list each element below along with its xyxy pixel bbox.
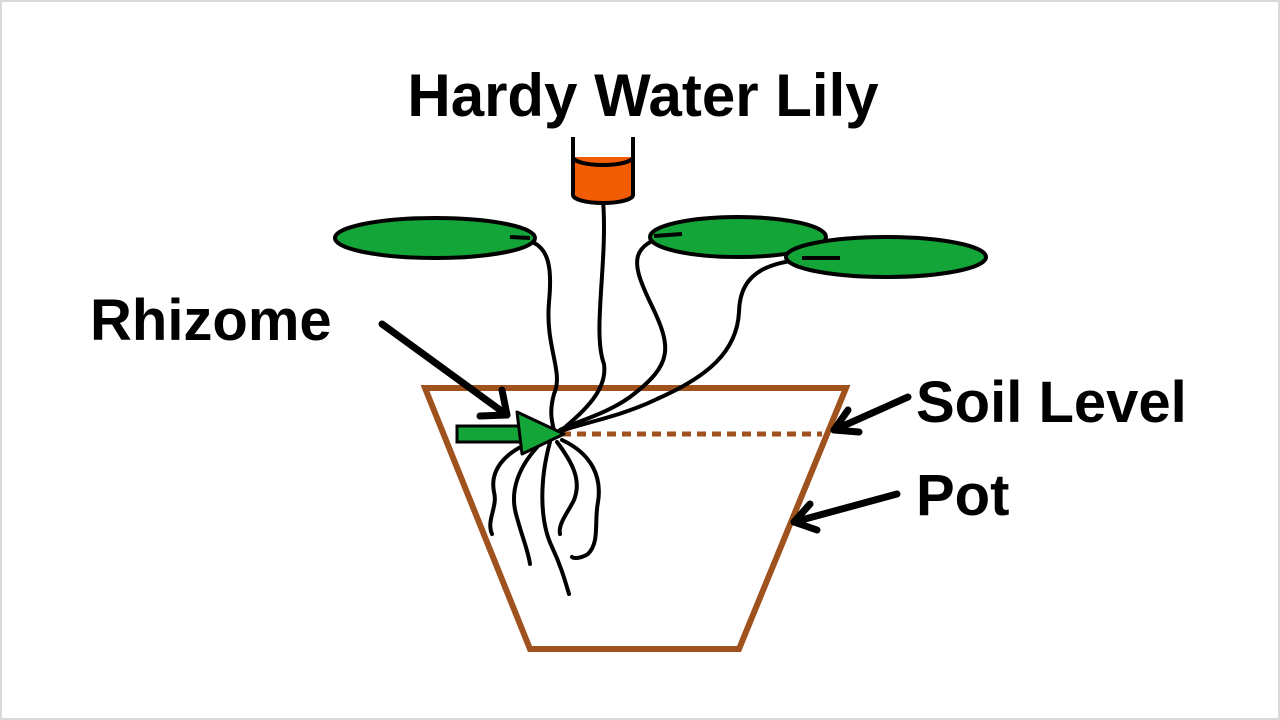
leaf-middle <box>648 215 828 259</box>
pot-pointer-arrow <box>790 490 901 534</box>
leaf-right <box>784 235 988 279</box>
pointer-arrows <box>378 320 912 534</box>
diagram-title: Hardy Water Lily <box>407 62 879 129</box>
root-3 <box>540 440 571 596</box>
stems <box>508 198 842 432</box>
root-2 <box>512 440 544 566</box>
leaf-stem-mid <box>558 232 676 432</box>
rhizome-pointer-arrow <box>378 320 511 420</box>
roots <box>488 438 601 596</box>
flower-bud <box>570 132 636 205</box>
pot-label: Pot <box>916 463 1009 528</box>
pot-outline <box>420 385 851 652</box>
rhizome-shape <box>455 410 566 456</box>
root-4 <box>555 440 579 536</box>
flower-stem <box>560 198 607 432</box>
soil-level-pointer-arrow <box>830 393 912 436</box>
soil-level-label: Soil Level <box>916 370 1187 435</box>
leaf-stem-left <box>508 235 559 432</box>
root-5 <box>560 438 601 560</box>
leaf-stem-right <box>562 255 842 432</box>
rhizome-label: Rhizome <box>90 288 332 353</box>
leaves <box>333 215 988 279</box>
leaf-left <box>333 216 537 260</box>
root-1 <box>488 438 539 536</box>
